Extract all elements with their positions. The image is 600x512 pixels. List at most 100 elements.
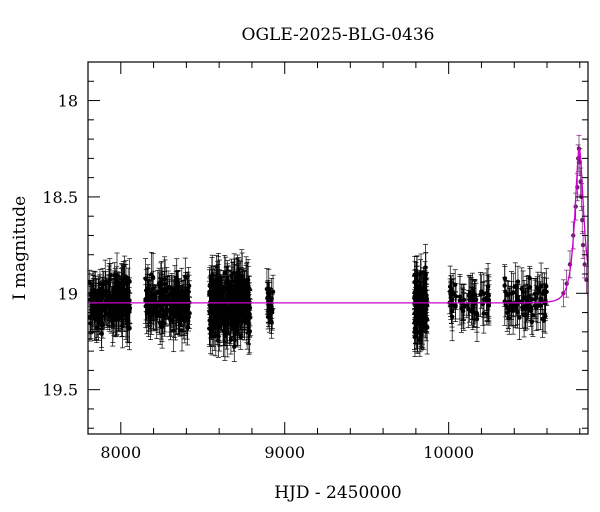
data-point (469, 309, 474, 314)
ticks-layer: 8000 9000 10000 18 18.5 19 19.5 (42, 61, 588, 462)
data-point (103, 293, 108, 298)
data-point (160, 320, 166, 325)
data-point (412, 334, 418, 340)
data-point (423, 265, 428, 270)
y-tick-label: 18 (58, 92, 78, 111)
data-point (184, 293, 190, 298)
data-point (100, 289, 106, 294)
data-point (269, 310, 275, 315)
data-point (157, 284, 163, 289)
data-point (174, 276, 179, 281)
data-point (236, 317, 241, 322)
data-point (108, 273, 114, 278)
x-tick-label: 8000 (100, 443, 141, 462)
x-tick-label: 10000 (423, 443, 474, 462)
data-point (233, 323, 239, 328)
data-point (517, 315, 522, 320)
data-point (160, 302, 165, 307)
data-point (418, 313, 424, 318)
data-point (211, 289, 216, 295)
data-point (222, 270, 227, 276)
data-point (186, 315, 191, 320)
data-point (535, 285, 540, 290)
data-point (207, 283, 212, 288)
data-point (413, 291, 419, 296)
data-point (88, 315, 94, 320)
data-point (478, 292, 483, 297)
data-point (270, 289, 276, 294)
data-point (532, 291, 538, 296)
data-point (412, 329, 417, 335)
data-point (95, 302, 100, 308)
data-point (235, 283, 241, 288)
data-point (269, 320, 274, 325)
data-point (505, 292, 510, 298)
data-point (524, 297, 529, 302)
data-point (529, 297, 534, 302)
data-point (580, 242, 586, 248)
data-point (100, 295, 105, 301)
data-point (126, 288, 131, 293)
data-point (88, 321, 93, 326)
data-point (159, 279, 164, 284)
data-point (242, 290, 247, 296)
data-point (466, 306, 471, 312)
data-point (229, 305, 235, 311)
data-point (219, 287, 225, 292)
data-point (461, 302, 466, 308)
data-point (239, 273, 245, 279)
data-point (186, 283, 192, 288)
data-point (227, 316, 232, 322)
data-point (474, 310, 480, 316)
data-point (93, 306, 98, 311)
data-point (171, 328, 176, 333)
y-tick-label: 19.5 (42, 381, 78, 400)
data-point (117, 294, 122, 300)
plot-frame (87, 61, 589, 435)
data-point (127, 325, 132, 330)
data-point (580, 217, 585, 223)
data-point (225, 284, 230, 290)
data-point (237, 305, 242, 310)
data-point (242, 314, 248, 319)
data-point (97, 317, 102, 323)
chart-title: OGLE-2025-BLG-0436 (242, 25, 435, 45)
data-point (110, 322, 115, 327)
data-point (169, 318, 174, 323)
data-point (513, 284, 518, 289)
data-point (244, 280, 249, 285)
y-tick-label: 18.5 (42, 188, 78, 207)
data-point (423, 313, 428, 319)
data-point (229, 273, 234, 279)
data-point (481, 291, 487, 296)
data-point (174, 309, 179, 314)
data-point (246, 316, 251, 322)
data-point (106, 280, 112, 286)
data-point (415, 330, 421, 335)
data-point (185, 325, 190, 330)
data-point (179, 289, 184, 295)
model-layer (88, 148, 589, 304)
data-point (178, 295, 184, 300)
data-point (450, 308, 455, 313)
data-point (150, 293, 156, 298)
data-point (417, 295, 422, 301)
data-point (100, 314, 105, 319)
data-point (418, 284, 423, 289)
data-point (413, 283, 419, 288)
data-point (114, 272, 120, 278)
data-point (177, 311, 183, 317)
data-point (232, 279, 238, 284)
data-point (510, 307, 516, 313)
data-point (215, 323, 221, 328)
data-point (449, 287, 454, 292)
data-point (106, 311, 111, 316)
data-point (151, 309, 156, 314)
data-point (210, 272, 215, 278)
data-point (514, 294, 520, 300)
data-point (121, 294, 127, 300)
model-curve (88, 148, 589, 304)
data-point (207, 326, 212, 331)
data-point (457, 298, 463, 303)
data-layer (87, 134, 589, 362)
